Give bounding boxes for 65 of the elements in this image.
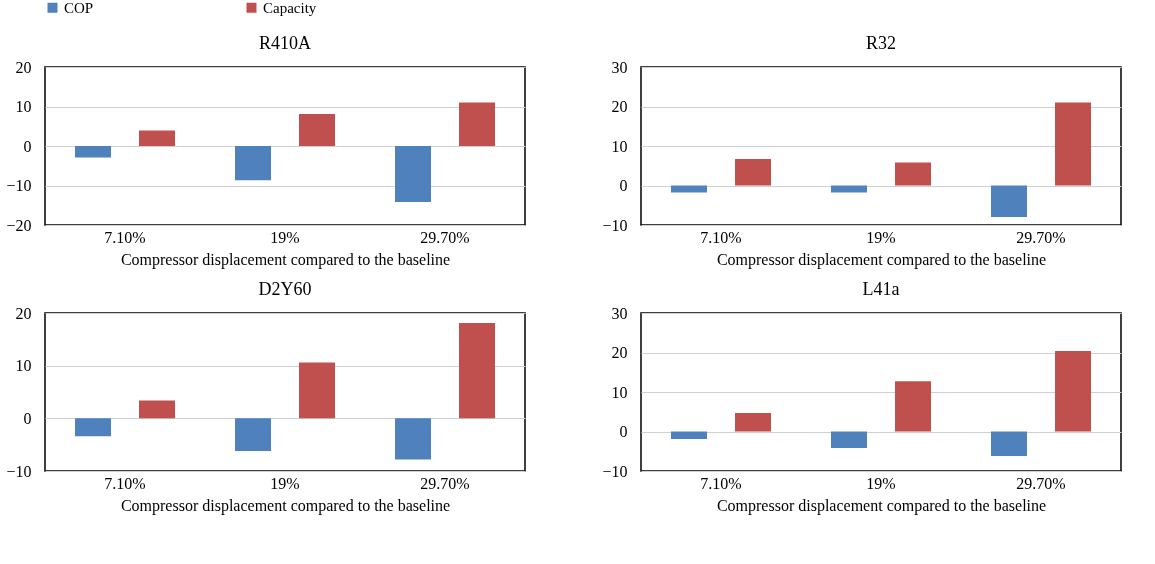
- y-tick-label: 30: [611, 58, 628, 76]
- bar: [235, 146, 271, 181]
- y-tick-label: −20: [6, 216, 32, 234]
- y-tick-label: 10: [15, 98, 32, 115]
- bar: [671, 185, 707, 193]
- x-tick-label: 19%: [270, 474, 300, 492]
- x-axis-title: Compressor displacement compared to the baseline: [120, 250, 451, 269]
- x-tick-label: 29.70%: [1016, 228, 1066, 246]
- bar: [459, 102, 495, 146]
- x-tick-label: 7.10%: [104, 474, 146, 492]
- x-tick-label: 19%: [866, 228, 896, 246]
- bar: [735, 159, 771, 186]
- chart-title: D2Y60: [258, 279, 312, 299]
- bar: [831, 431, 867, 449]
- x-axis-title: Compressor displacement compared to the baseline: [716, 250, 1047, 269]
- y-tick-label: 20: [611, 98, 628, 115]
- bar: [1055, 350, 1091, 432]
- bar: [75, 146, 111, 158]
- x-axis-title: Compressor displacement compared to the baseline: [716, 496, 1047, 515]
- bar: [139, 400, 175, 419]
- y-tick-label: −10: [602, 462, 628, 480]
- x-tick-label: 7.10%: [700, 228, 742, 246]
- bar: [235, 418, 271, 451]
- bar: [139, 130, 175, 146]
- y-tick-label: 20: [15, 304, 32, 322]
- y-tick-label: 20: [611, 344, 628, 361]
- bar: [459, 323, 495, 419]
- x-tick-label: 7.10%: [104, 228, 146, 246]
- x-tick-label: 7.10%: [700, 474, 742, 492]
- x-tick-label: 29.70%: [420, 474, 470, 492]
- x-tick-label: 19%: [270, 228, 300, 246]
- y-tick-label: −10: [6, 462, 32, 480]
- y-tick-label: 0: [619, 423, 628, 440]
- bar: [395, 146, 431, 203]
- y-tick-label: 10: [611, 137, 628, 155]
- x-tick-label: 29.70%: [1016, 474, 1066, 492]
- y-tick-label: 10: [611, 383, 628, 401]
- legend-label: Capacity: [263, 0, 317, 16]
- chart-title: R410A: [258, 33, 312, 53]
- bar: [831, 185, 867, 193]
- y-tick-label: 0: [23, 137, 32, 155]
- y-tick-label: 20: [15, 58, 32, 76]
- legend-label: COP: [64, 0, 94, 16]
- y-tick-label: 0: [619, 177, 628, 194]
- y-tick-label: 0: [23, 409, 32, 427]
- y-tick-label: 10: [15, 357, 32, 375]
- bar: [671, 431, 707, 440]
- x-axis-title: Compressor displacement compared to the baseline: [120, 496, 451, 515]
- y-tick-label: 30: [611, 304, 628, 322]
- bar: [299, 114, 335, 146]
- chart-title: R32: [865, 33, 897, 53]
- bar: [299, 362, 335, 419]
- y-tick-label: −10: [6, 177, 32, 194]
- bar: [735, 412, 771, 432]
- y-tick-label: −10: [602, 216, 628, 234]
- x-tick-label: 29.70%: [420, 228, 470, 246]
- x-tick-label: 19%: [866, 474, 896, 492]
- bar: [395, 418, 431, 460]
- bar: [991, 185, 1027, 218]
- chart-title: L41a: [862, 279, 900, 299]
- bar: [895, 162, 931, 186]
- bar: [895, 381, 931, 432]
- bar: [991, 431, 1027, 456]
- bar: [75, 418, 111, 437]
- bar: [1055, 102, 1091, 186]
